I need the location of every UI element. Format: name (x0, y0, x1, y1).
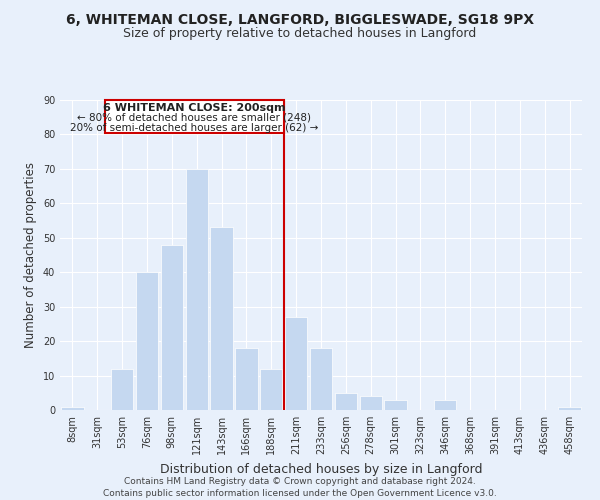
Bar (359, 396, 382, 410)
Bar (61, 406, 83, 410)
Bar (235, 348, 257, 410)
Text: ← 80% of detached houses are smaller (248): ← 80% of detached houses are smaller (24… (77, 112, 311, 122)
Bar (111, 368, 133, 410)
Bar (185, 169, 208, 410)
Bar (559, 406, 581, 410)
Y-axis label: Number of detached properties: Number of detached properties (24, 162, 37, 348)
Bar (211, 228, 233, 410)
X-axis label: Distribution of detached houses by size in Langford: Distribution of detached houses by size … (160, 462, 482, 475)
Bar (335, 393, 357, 410)
Bar (285, 317, 307, 410)
Text: Contains HM Land Registry data © Crown copyright and database right 2024.: Contains HM Land Registry data © Crown c… (124, 478, 476, 486)
Text: 20% of semi-detached houses are larger (62) →: 20% of semi-detached houses are larger (… (70, 122, 319, 132)
Bar (161, 244, 183, 410)
Text: 6 WHITEMAN CLOSE: 200sqm: 6 WHITEMAN CLOSE: 200sqm (103, 103, 286, 113)
Bar (310, 348, 332, 410)
Bar (260, 368, 283, 410)
Bar (105, 100, 284, 132)
Text: Contains public sector information licensed under the Open Government Licence v3: Contains public sector information licen… (103, 489, 497, 498)
Text: 6, WHITEMAN CLOSE, LANGFORD, BIGGLESWADE, SG18 9PX: 6, WHITEMAN CLOSE, LANGFORD, BIGGLESWADE… (66, 12, 534, 26)
Text: Size of property relative to detached houses in Langford: Size of property relative to detached ho… (124, 28, 476, 40)
Bar (434, 400, 457, 410)
Bar (385, 400, 407, 410)
Bar (136, 272, 158, 410)
